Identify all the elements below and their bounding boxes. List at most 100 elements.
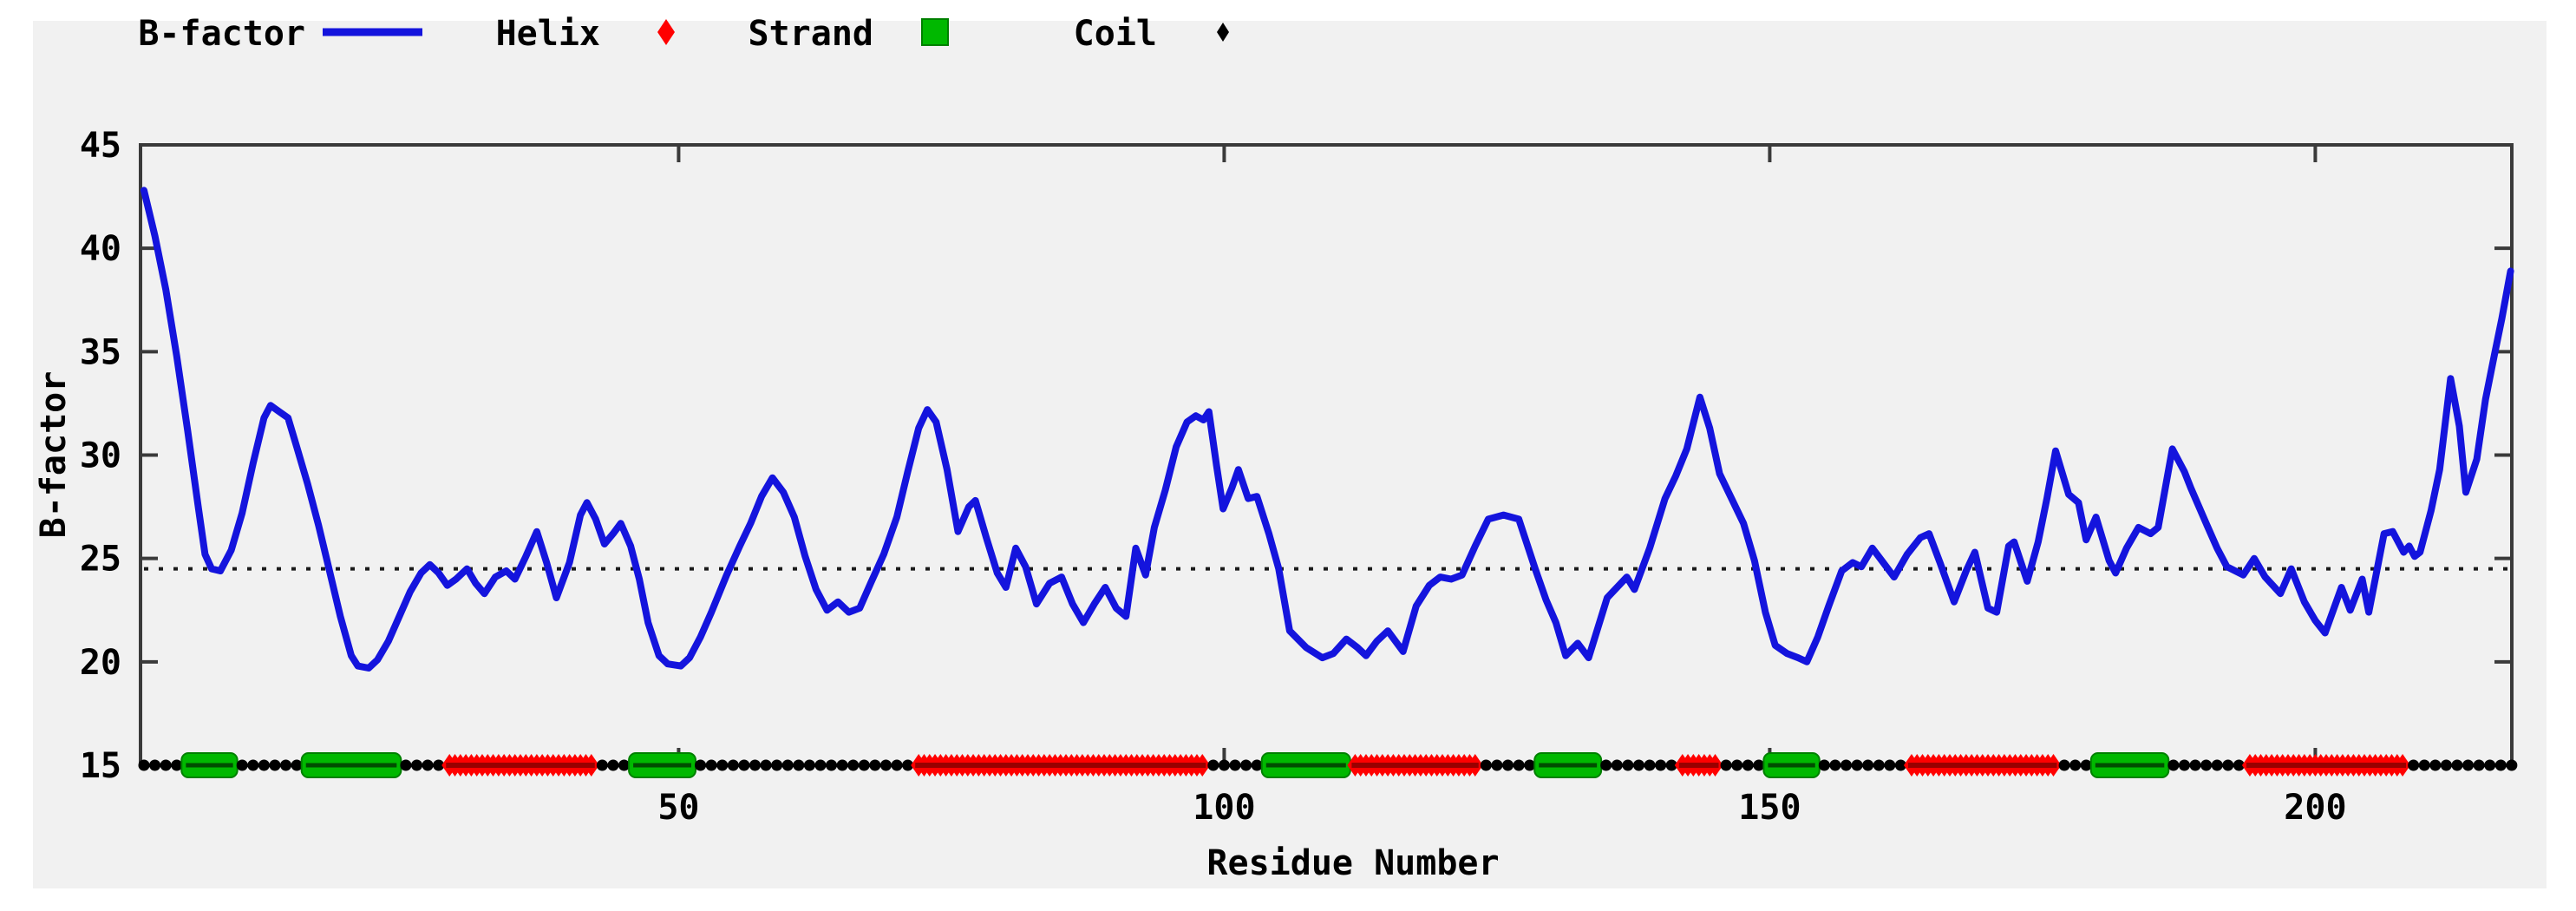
- coil-marker: [236, 759, 248, 771]
- coil-marker: [1731, 759, 1743, 771]
- coil-marker: [705, 759, 717, 771]
- coil-marker: [2484, 759, 2496, 771]
- coil-marker: [1600, 759, 1612, 771]
- coil-marker: [1862, 759, 1874, 771]
- coil-marker: [869, 759, 881, 771]
- coil-marker: [1665, 759, 1677, 771]
- coil-marker: [400, 759, 412, 771]
- legend-label-strand: Strand: [748, 14, 874, 54]
- coil-marker: [607, 759, 619, 771]
- coil-marker: [2494, 759, 2507, 771]
- coil-marker: [1480, 759, 1492, 771]
- plot-border: [139, 143, 2514, 767]
- coil-marker: [902, 759, 914, 771]
- x-axis-title: Residue Number: [1206, 843, 1500, 883]
- coil-marker: [2178, 759, 2190, 771]
- coil-marker: [814, 759, 827, 771]
- legend-label-helix: Helix: [495, 14, 600, 54]
- coil-marker: [1742, 759, 1754, 771]
- coil-marker: [2451, 759, 2463, 771]
- coil-marker: [891, 759, 903, 771]
- coil-marker: [1884, 759, 1896, 771]
- y-tick-label-40: 40: [80, 229, 121, 269]
- legend-strand-marker-icon: [921, 18, 949, 46]
- coil-marker: [847, 759, 860, 771]
- coil-marker: [2408, 759, 2420, 771]
- y-tick-label-35: 35: [80, 332, 121, 372]
- y-tick-label-30: 30: [80, 436, 121, 476]
- coil-marker: [727, 759, 739, 771]
- y-axis-title: B-factor: [34, 370, 74, 539]
- x-tick-label-50: 50: [657, 788, 699, 828]
- coil-marker: [858, 759, 870, 771]
- coil-marker: [2222, 759, 2234, 771]
- coil-marker: [1644, 759, 1656, 771]
- coil-marker: [1491, 759, 1503, 771]
- coil-marker: [618, 759, 631, 771]
- coil-marker: [2233, 759, 2245, 771]
- coil-marker: [2418, 759, 2430, 771]
- coil-marker: [803, 759, 815, 771]
- coil-marker: [269, 759, 281, 771]
- coil-marker: [1622, 759, 1634, 771]
- coil-marker: [1513, 759, 1525, 771]
- coil-marker: [2440, 759, 2452, 771]
- x-tick-label-200: 200: [2284, 788, 2346, 828]
- coil-marker: [171, 759, 183, 771]
- legend-coil-marker-icon: [1217, 23, 1229, 42]
- coil-marker: [1818, 759, 1830, 771]
- coil-marker: [596, 759, 608, 771]
- coil-marker: [749, 759, 761, 771]
- coil-marker: [1611, 759, 1623, 771]
- coil-marker: [771, 759, 783, 771]
- y-tick-label-15: 15: [80, 746, 121, 786]
- coil-marker: [149, 759, 161, 771]
- coil-marker: [1753, 759, 1765, 771]
- coil-marker: [1655, 759, 1667, 771]
- coil-marker: [738, 759, 750, 771]
- coil-marker: [1632, 759, 1644, 771]
- coil-marker: [760, 759, 772, 771]
- y-tick-label-45: 45: [80, 126, 121, 166]
- coil-marker: [411, 759, 422, 771]
- coil-marker: [2189, 759, 2201, 771]
- coil-marker: [247, 759, 259, 771]
- coil-marker: [1840, 759, 1852, 771]
- coil-marker: [2211, 759, 2223, 771]
- coil-marker: [2506, 759, 2518, 771]
- legend-helix-marker-icon: [657, 19, 675, 45]
- coil-marker: [826, 759, 838, 771]
- coil-marker: [291, 759, 303, 771]
- bfactor-curve: [141, 187, 2514, 672]
- coil-marker: [1524, 759, 1536, 771]
- coil-marker: [1207, 759, 1219, 771]
- legend-label-coil: Coil: [1073, 14, 1157, 54]
- coil-marker: [2200, 759, 2213, 771]
- coil-marker: [2473, 759, 2485, 771]
- coil-marker: [2429, 759, 2442, 771]
- x-tick-label-150: 150: [1738, 788, 1801, 828]
- coil-marker: [695, 759, 707, 771]
- coil-marker: [1229, 759, 1241, 771]
- y-tick-label-25: 25: [80, 540, 121, 580]
- coil-marker: [1502, 759, 1514, 771]
- coil-marker: [422, 759, 434, 771]
- coil-marker: [280, 759, 292, 771]
- x-tick-label-100: 100: [1193, 788, 1255, 828]
- coil-marker: [1873, 759, 1885, 771]
- coil-marker: [1829, 759, 1841, 771]
- coil-marker: [1894, 759, 1906, 771]
- coil-marker: [138, 759, 150, 771]
- coil-marker: [1240, 759, 1252, 771]
- y-tick-label-20: 20: [80, 643, 121, 683]
- coil-marker: [781, 759, 794, 771]
- coil-marker: [836, 759, 848, 771]
- coil-marker: [2058, 759, 2070, 771]
- coil-marker: [716, 759, 729, 771]
- coil-marker: [1851, 759, 1863, 771]
- coil-marker: [258, 759, 270, 771]
- coil-marker: [2069, 759, 2082, 771]
- coil-marker: [2080, 759, 2092, 771]
